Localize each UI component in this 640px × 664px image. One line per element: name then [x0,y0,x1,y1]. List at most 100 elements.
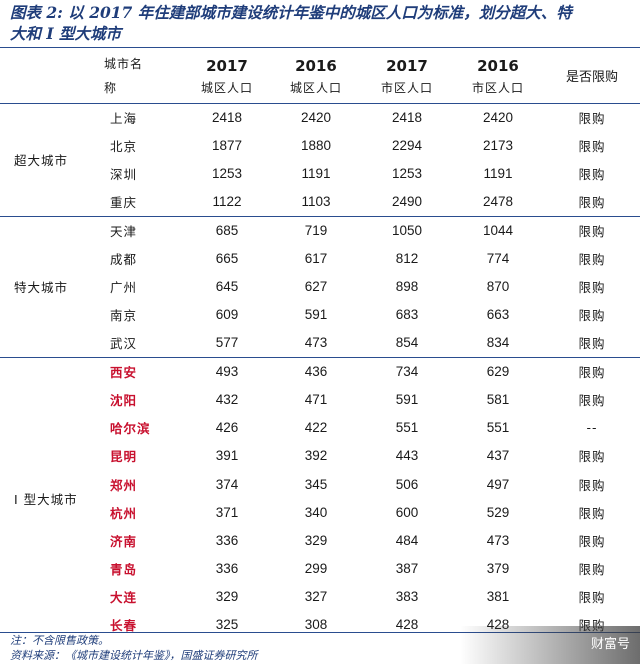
city-name: 武汉 [110,336,138,352]
urban-pop-2017: 325 [215,617,239,633]
header-col-2-year: 2016 [295,56,337,75]
purchase-limit-status: 限购 [578,477,606,493]
city-pop-2017: 428 [395,617,419,633]
urban-pop-2016: 436 [270,356,362,386]
city-pop-2017: 443 [395,448,419,464]
city-name: 长春 [110,618,138,634]
header-col-2-sub: 城区人口 [289,80,342,95]
urban-pop-2017: 329 [215,589,239,605]
table-header-row: 城市名 称 2017 城区人口 2016 城区人口 2017 市区人口 2016… [0,47,640,104]
urban-pop-2016: 719 [270,215,362,245]
city-pop-2016: 629 [452,356,544,386]
city-pop-2017: 898 [395,279,419,295]
city-pop-2016: 663 [486,307,510,323]
table-row: 沈阳 432 471 591 581 限购 [0,385,640,413]
purchase-limit-status: 限购 [578,392,606,408]
header-col-1-year: 2017 [206,56,248,75]
city-pop-2016: 497 [486,476,510,492]
urban-pop-2017: 426 [215,420,239,436]
header-col-3: 2017 市区人口 [362,47,452,104]
header-col-2: 2016 城区人口 [270,47,362,104]
city-name: 上海 [96,102,184,132]
footer-source: 资料来源：《城市建设统计年鉴》，国盛证券研究所 [10,649,258,662]
urban-pop-2016: 345 [304,476,328,492]
urban-pop-2016: 308 [304,617,328,633]
city-pop-2017: 734 [362,356,452,386]
urban-pop-2017: 645 [215,279,239,295]
purchase-limit-status: 限购 [578,280,606,296]
city-pop-2016: 774 [486,251,510,267]
header-col-4-year: 2016 [477,56,519,75]
footer-divider [0,632,640,633]
city-pop-2017: 551 [395,420,419,436]
table-row: 深圳 1253 1191 1253 1191 限购 [0,160,640,188]
urban-pop-2016: 2420 [270,102,362,132]
city-pop-2016: 2420 [452,102,544,132]
purchase-limit-status: 限购 [544,102,640,132]
city-pop-2016: 1044 [452,215,544,245]
urban-pop-2017: 374 [215,476,239,492]
purchase-limit-status: 限购 [578,336,606,352]
category-label: 超大城市 [0,103,96,217]
city-pop-2016: 581 [486,391,510,407]
urban-pop-2016: 471 [304,391,328,407]
city-pop-2017: 383 [395,589,419,605]
city-pop-2017: 854 [395,335,419,351]
city-name: 深圳 [110,167,138,183]
city-name: 北京 [110,139,138,155]
purchase-limit-status: 限购 [578,308,606,324]
city-name: 大连 [110,590,138,606]
table-row: 杭州 371 340 600 529 限购 [0,498,640,526]
urban-pop-2016: 627 [304,279,328,295]
table-row: 超大城市 上海 2418 2420 2418 2420 限购 [0,102,640,217]
urban-pop-2016: 327 [304,589,328,605]
city-pop-2016: 1191 [483,166,513,182]
purchase-limit-status: 限购 [544,356,640,386]
urban-pop-2016: 1880 [300,138,332,154]
city-name: 郑州 [110,477,138,493]
city-pop-2016: 834 [486,335,510,351]
city-pop-2017: 2490 [391,194,423,210]
city-name: 沈阳 [110,392,138,408]
urban-pop-2016: 473 [304,335,328,351]
urban-pop-2017: 493 [184,356,270,386]
city-name: 广州 [110,280,138,296]
urban-pop-2016: 299 [304,561,328,577]
purchase-limit-status: 限购 [578,505,606,521]
purchase-limit-status: 限购 [578,533,606,549]
urban-pop-2016: 1191 [301,166,331,182]
city-name: 青岛 [110,562,138,578]
city-pop-2016: 870 [486,279,510,295]
purchase-limit-status: 限购 [578,449,606,465]
urban-pop-2017: 1253 [211,166,243,182]
header-category-cell [0,47,96,104]
urban-pop-2017: 609 [215,307,239,323]
purchase-limit-status: 限购 [578,590,606,606]
figure-title: 图表 2: 以 2017 年住建部城市建设统计年鉴中的城区人口为标准，划分超大、… [10,2,636,44]
figure-title-line2: 大和 I 型大城市 [10,24,122,43]
urban-pop-2017: 336 [215,561,239,577]
city-pop-2017: 683 [395,307,419,323]
header-col-1: 2017 城区人口 [184,47,270,104]
purchase-limit-status: 限购 [578,167,606,183]
city-pop-2017: 812 [395,251,419,267]
urban-pop-2016: 340 [304,504,328,520]
urban-pop-2016: 392 [304,448,328,464]
figure-title-line1: 图表 2: 以 2017 年住建部城市建设统计年鉴中的城区人口为标准，划分超大、… [10,3,572,22]
city-name: 重庆 [110,195,138,211]
purchase-limit-status: 限购 [578,195,606,211]
table-row: 昆明 391 392 443 437 限购 [0,442,640,470]
table-row: 成都 665 617 812 774 限购 [0,244,640,272]
table-row: I 型大城市 西安 493 436 734 629 限购 [0,356,640,640]
urban-pop-2016: 1103 [301,194,331,210]
city-pop-2016: 2478 [482,194,514,210]
header-col-4: 2016 市区人口 [452,47,544,104]
urban-pop-2017: 371 [215,504,239,520]
city-name: 天津 [96,215,184,245]
city-pop-2016: 437 [486,448,510,464]
table-row: 大连 329 327 383 381 限购 [0,583,640,611]
city-pop-2016: 379 [486,561,510,577]
city-name: 济南 [110,533,138,549]
header-col-3-year: 2017 [386,56,428,75]
city-name: 哈尔滨 [110,421,151,437]
